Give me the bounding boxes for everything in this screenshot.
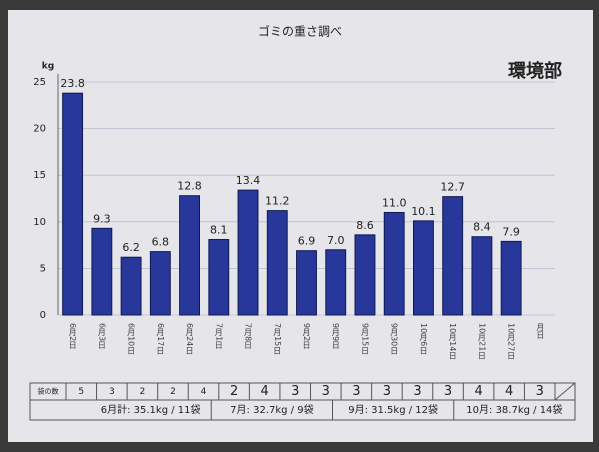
- x-tick-label: 6月10日: [127, 323, 136, 355]
- value-label: 6.9: [298, 235, 316, 248]
- x-tick-label: 7月8日: [244, 323, 253, 350]
- plot-area: 0 5 10 15 20 25 6月2日 23.8 6月3日 9.3 6月10日 6.2 6月17日 6.…: [33, 74, 555, 360]
- y-tick-label: 5: [40, 263, 46, 274]
- bag-count: 2: [230, 384, 238, 399]
- x-tick-label: 6月24日: [185, 323, 194, 355]
- bag-count: 4: [474, 384, 482, 399]
- value-label: 11.2: [265, 195, 290, 208]
- bag-table: 袋の数 5 3 2 2 4 2 4 3 3 3 3 3 3 4 4 3 6月計: 35.1kg / 11袋 7月: …: [29, 382, 576, 421]
- monthly-total: 6月計: 35.1kg / 11袋: [101, 403, 201, 416]
- bar: [413, 220, 434, 316]
- y-tick-label: 20: [33, 124, 46, 135]
- monthly-total: 10月: 38.7kg / 14袋: [466, 403, 562, 416]
- bag-count: 4: [201, 387, 207, 397]
- x-tick-label: 7月15日: [273, 323, 282, 355]
- value-label: 10.1: [411, 205, 436, 218]
- monthly-total: 7月: 32.7kg / 9袋: [230, 403, 313, 416]
- bag-count: 4: [261, 384, 269, 399]
- bar: [62, 92, 84, 316]
- bag-count: 2: [170, 387, 176, 397]
- bar: [354, 234, 376, 316]
- y-tick-label: 25: [33, 77, 46, 88]
- value-label: 7.9: [502, 225, 520, 238]
- y-tick-label: 15: [33, 170, 46, 181]
- bar: [266, 210, 288, 316]
- value-label: 8.4: [473, 221, 491, 234]
- bag-count: 2: [140, 387, 146, 397]
- bag-count: 3: [109, 387, 115, 397]
- bag-count: 3: [536, 384, 544, 399]
- club-name: 環境部: [508, 60, 562, 82]
- value-label: 12.8: [177, 180, 202, 193]
- x-tick-label: 9月15日: [360, 323, 369, 355]
- y-axis-unit: kg: [42, 62, 54, 72]
- value-label: 6.2: [122, 241, 140, 254]
- bar: [91, 227, 113, 316]
- table-border: [29, 382, 576, 421]
- y-tick-label: 10: [33, 217, 46, 228]
- chart-title: ゴミの重さ調べ: [258, 24, 342, 39]
- value-label: 9.3: [93, 212, 111, 225]
- value-label: 13.4: [236, 174, 261, 187]
- bag-count: 4: [505, 384, 513, 399]
- value-label: 8.1: [210, 224, 228, 237]
- value-label: 12.7: [440, 181, 465, 194]
- table-header: 袋の数: [38, 387, 59, 396]
- value-label: 11.0: [382, 196, 407, 209]
- bag-count: 3: [322, 384, 330, 399]
- bag-count: 3: [444, 384, 452, 399]
- bar: [237, 189, 259, 316]
- bag-count: 5: [78, 387, 84, 397]
- bag-count: 3: [413, 384, 421, 399]
- bag-count: 3: [352, 384, 360, 399]
- value-label: 6.8: [152, 236, 170, 249]
- bar: [179, 195, 200, 316]
- bag-count: 3: [291, 384, 299, 399]
- value-label: 7.0: [327, 234, 345, 247]
- bar: [149, 251, 171, 316]
- bar: [471, 236, 493, 316]
- bar: [296, 250, 317, 316]
- monthly-total: 9月: 31.5kg / 12袋: [348, 403, 438, 416]
- x-tick-label: 10月21日: [477, 323, 486, 360]
- x-tick-label: 10月14日: [448, 323, 457, 360]
- value-label: 23.8: [60, 77, 85, 90]
- value-label: 8.6: [356, 219, 374, 232]
- x-tick-label: 9月9日: [331, 323, 340, 350]
- bar: [325, 249, 347, 316]
- bar: [500, 240, 522, 316]
- x-tick-label: 9月30日: [390, 323, 399, 355]
- y-tick-label: 0: [40, 310, 46, 321]
- bar: [208, 239, 230, 316]
- bag-count: 3: [383, 384, 391, 399]
- x-tick-label: 7月1日: [214, 323, 223, 350]
- bar: [442, 196, 464, 316]
- x-tick-label: 月日: [536, 323, 545, 340]
- x-tick-label: 6月17日: [156, 323, 165, 355]
- bar: [383, 211, 405, 316]
- x-tick-label: 6月2日: [68, 323, 77, 350]
- table-diagonal: [554, 382, 576, 401]
- x-tick-label: 6月3日: [97, 323, 106, 350]
- x-tick-label: 10月27日: [507, 323, 516, 360]
- x-tick-label: 9月2日: [302, 323, 311, 350]
- bar: [120, 256, 142, 316]
- x-tick-label: 10月6日: [419, 323, 428, 355]
